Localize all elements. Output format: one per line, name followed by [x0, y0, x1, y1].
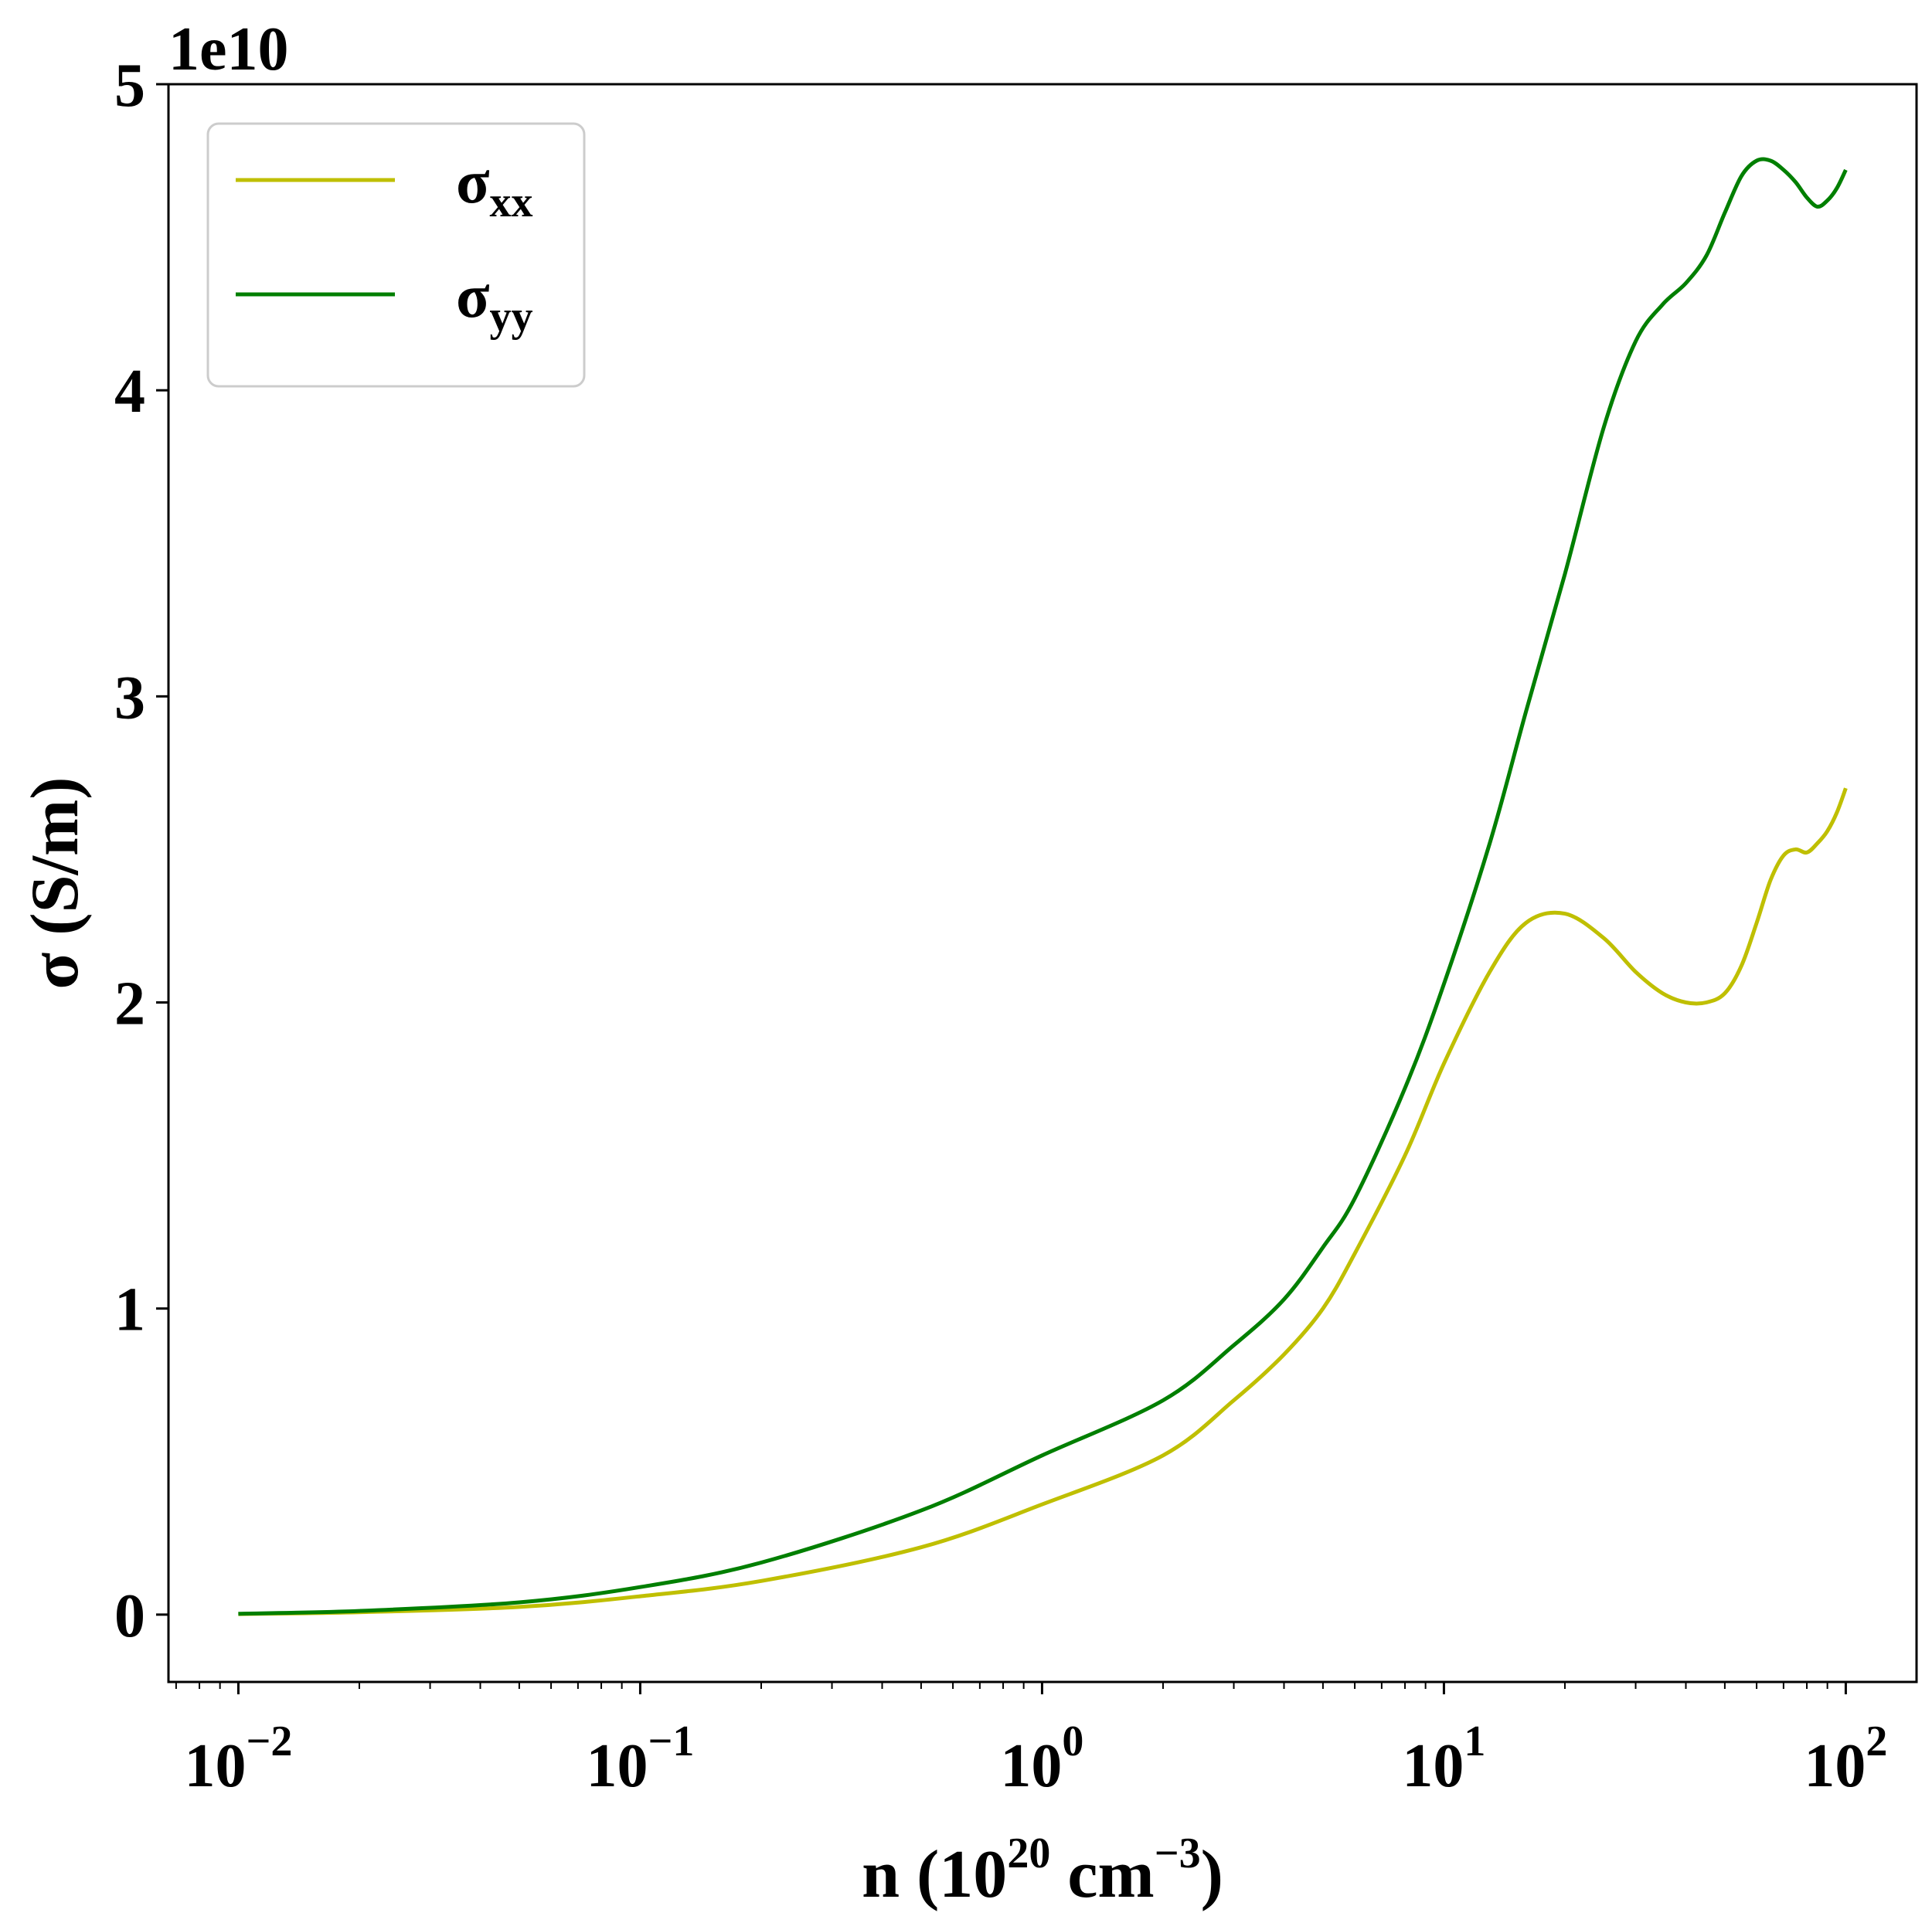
x-tick-label: 100 [1000, 1717, 1083, 1800]
legend-label-sigma-xx: σxx [456, 148, 533, 226]
y-axis-label: σ (S/m) [18, 776, 93, 989]
y-tick-label: 1 [114, 1276, 145, 1344]
x-axis-label: n (1020 cm−3) [862, 1830, 1223, 1912]
legend-label-sigma-yy-sub: yy [490, 293, 533, 341]
x-tick-exponent: 2 [1866, 1717, 1887, 1765]
y-offset-label: 1e10 [168, 15, 289, 83]
legend: σxx σyy [206, 122, 586, 388]
plot-frame [167, 83, 1918, 1683]
x-tick-exponent: 1 [1464, 1717, 1485, 1765]
x-tick-base: 10 [1000, 1732, 1062, 1800]
x-tick-base: 10 [1804, 1732, 1866, 1800]
y-tick-label: 2 [114, 970, 145, 1038]
x-tick-exponent: −1 [648, 1717, 694, 1765]
y-tick-label: 4 [114, 358, 145, 426]
x-axis-label-main: n (10 [862, 1837, 1007, 1912]
x-tick-label: 102 [1804, 1717, 1887, 1800]
legend-label-sigma-xx-name: σ [456, 148, 490, 216]
series-layer [238, 157, 1848, 1616]
series-line-sigma-yy [238, 157, 1848, 1616]
x-tick-label: 10−1 [586, 1717, 694, 1800]
y-tick-label: 3 [114, 664, 145, 732]
x-tick-exponent: 0 [1062, 1717, 1083, 1765]
x-tick-base: 10 [184, 1732, 246, 1800]
x-tick-base: 10 [586, 1732, 648, 1800]
x-tick-base: 10 [1402, 1732, 1464, 1800]
legend-label-sigma-yy-name: σ [456, 263, 490, 331]
y-tick-label: 0 [114, 1582, 145, 1650]
x-axis-label-exp1: 20 [1007, 1830, 1050, 1877]
legend-label-sigma-yy: σyy [456, 263, 533, 341]
y-tick-label: 5 [114, 52, 145, 120]
x-tick-label: 101 [1402, 1717, 1485, 1800]
x-tick-exponent: −2 [246, 1717, 292, 1765]
x-axis-label-end: ) [1201, 1837, 1223, 1912]
legend-label-sigma-xx-sub: xx [490, 178, 533, 226]
x-tick-label: 10−2 [184, 1717, 292, 1800]
legend-box [206, 122, 586, 388]
series-line-sigma-xx [238, 787, 1848, 1616]
x-axis-label-exp2: −3 [1155, 1830, 1201, 1877]
x-axis-label-mid: cm [1050, 1837, 1154, 1912]
